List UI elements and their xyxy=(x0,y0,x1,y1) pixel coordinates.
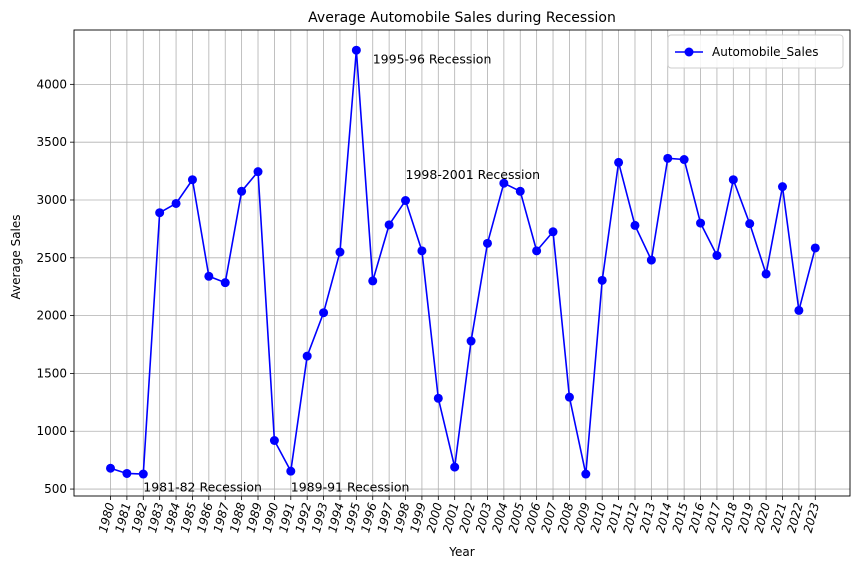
y-axis-label: Average Sales xyxy=(9,214,23,299)
data-point xyxy=(810,243,820,253)
data-point xyxy=(401,196,411,206)
data-point xyxy=(614,157,624,167)
data-point xyxy=(433,393,443,403)
data-point xyxy=(269,435,279,445)
y-tick-label: 2500 xyxy=(36,251,67,265)
annotations: 1981-82 Recession 1989-91 Recession 1995-9… xyxy=(143,52,540,495)
annotation-label: 1989-91 Recession xyxy=(291,479,410,494)
y-tick-label: 500 xyxy=(44,482,67,496)
data-point xyxy=(597,275,607,285)
grid xyxy=(74,30,850,496)
data-point xyxy=(515,186,525,196)
legend: Automobile_Sales xyxy=(667,34,844,69)
data-point xyxy=(302,351,312,361)
data-point xyxy=(712,250,722,260)
plot-frame xyxy=(73,29,851,497)
data-point xyxy=(646,255,656,265)
y-tick-label: 4000 xyxy=(36,77,67,91)
data-point xyxy=(122,468,132,478)
data-point xyxy=(532,246,542,256)
legend-box xyxy=(667,34,844,69)
annotation-label: 1995-96 Recession xyxy=(373,52,492,67)
x-axis-label: Year xyxy=(448,545,474,559)
axes: 1980198119821983198419851986198719881989… xyxy=(36,29,851,534)
data-point xyxy=(335,247,345,257)
data-point xyxy=(417,246,427,256)
series-line xyxy=(110,49,817,475)
chart-title: Average Automobile Sales during Recessio… xyxy=(308,10,616,26)
data-point xyxy=(384,220,394,230)
data-point xyxy=(581,469,591,479)
y-tick-label: 2000 xyxy=(36,309,67,323)
annotation-label: 1981-82 Recession xyxy=(143,479,262,494)
data-point xyxy=(745,219,755,229)
y-tick-label: 3500 xyxy=(36,135,67,149)
data-point xyxy=(499,178,509,188)
data-point xyxy=(253,167,263,177)
data-point xyxy=(155,208,165,218)
data-point xyxy=(351,45,361,55)
y-tick-label: 1000 xyxy=(36,424,67,438)
data-point xyxy=(482,238,492,248)
data-point xyxy=(696,218,706,228)
legend-series-label: Automobile_Sales xyxy=(712,45,819,59)
series-layer xyxy=(106,45,820,479)
data-point xyxy=(679,155,689,165)
data-point xyxy=(450,462,460,472)
data-point xyxy=(187,175,197,185)
data-point xyxy=(220,278,230,288)
data-point xyxy=(630,220,640,230)
data-point xyxy=(564,392,574,402)
data-point xyxy=(761,269,771,279)
data-point xyxy=(777,182,787,192)
data-point xyxy=(171,198,181,208)
data-point xyxy=(319,308,329,318)
data-point xyxy=(286,466,296,476)
data-point xyxy=(138,469,148,479)
data-point xyxy=(106,463,115,473)
legend-marker-swatch xyxy=(684,47,694,57)
data-point xyxy=(237,186,247,196)
annotation-label: 1998-2001 Recession xyxy=(406,167,541,182)
data-point xyxy=(466,336,476,346)
data-point xyxy=(548,227,558,237)
data-point xyxy=(204,271,214,281)
data-point xyxy=(663,153,673,163)
data-point xyxy=(728,175,738,185)
data-point xyxy=(368,276,378,286)
data-point xyxy=(794,305,804,315)
y-tick-label: 1500 xyxy=(36,366,67,380)
y-tick-label: 3000 xyxy=(36,193,67,207)
